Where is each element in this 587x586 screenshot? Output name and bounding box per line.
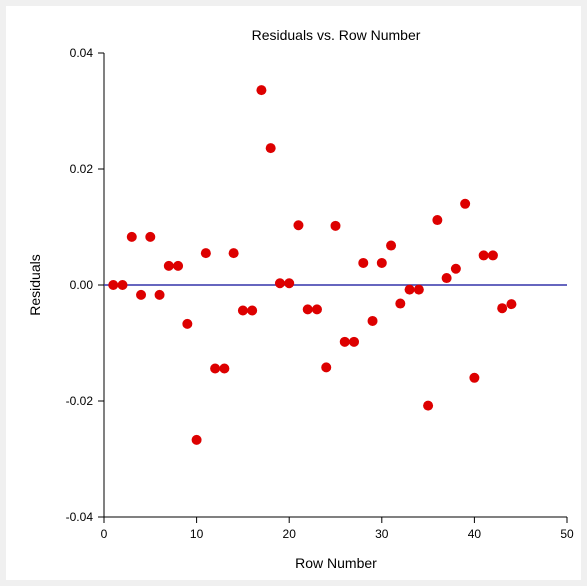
data-point: [460, 198, 471, 209]
data-point: [247, 305, 258, 316]
y-tick-label: -0.04: [66, 510, 94, 524]
data-point: [497, 303, 508, 314]
data-points: [108, 85, 517, 445]
data-point: [487, 250, 498, 261]
data-point: [450, 263, 461, 274]
data-point: [154, 289, 165, 300]
data-point: [423, 400, 434, 411]
data-point: [163, 260, 174, 271]
data-point: [478, 250, 489, 261]
data-point: [293, 220, 304, 231]
chart-panel: [6, 6, 581, 580]
data-point: [210, 363, 221, 374]
y-axis-label: Residuals: [27, 254, 43, 315]
data-point: [274, 278, 285, 289]
x-tick-label: 30: [375, 527, 389, 541]
y-tick-label: 0.00: [70, 278, 94, 292]
data-point: [330, 220, 341, 231]
data-point: [413, 284, 424, 295]
data-point: [265, 143, 276, 154]
data-point: [256, 85, 267, 96]
x-tick-label: 40: [468, 527, 482, 541]
x-tick-label: 0: [101, 527, 108, 541]
data-point: [358, 257, 369, 268]
data-point: [108, 280, 119, 290]
data-point: [219, 363, 230, 374]
chart-title: Residuals vs. Row Number: [252, 27, 421, 43]
data-point: [302, 304, 313, 315]
data-point: [349, 336, 360, 347]
y-tick-label: 0.04: [70, 46, 94, 60]
axes: 0 10 20 30 40 50 -0.04 -0.02 0.00 0.02 0.04: [66, 46, 574, 541]
data-point: [367, 315, 378, 326]
data-point: [284, 278, 295, 289]
data-point: [228, 248, 239, 259]
data-point: [469, 372, 480, 383]
data-point: [321, 362, 332, 373]
data-point: [200, 248, 211, 259]
data-point: [386, 240, 397, 251]
x-tick-label: 50: [560, 527, 574, 541]
data-point: [376, 257, 387, 268]
data-point: [182, 318, 193, 329]
data-point: [506, 299, 517, 310]
data-point: [136, 289, 147, 300]
data-point: [432, 215, 443, 226]
data-point: [404, 284, 415, 295]
x-tick-label: 10: [190, 527, 204, 541]
data-point: [173, 260, 184, 271]
y-tick-label: 0.02: [70, 162, 94, 176]
data-point: [117, 280, 128, 290]
data-point: [237, 305, 248, 316]
y-tick-label: -0.02: [66, 394, 94, 408]
data-point: [339, 336, 350, 347]
data-point: [126, 231, 137, 242]
data-point: [441, 273, 452, 284]
data-point: [191, 434, 202, 445]
x-tick-label: 20: [283, 527, 297, 541]
data-point: [311, 304, 322, 315]
x-axis-label: Row Number: [295, 555, 377, 571]
data-point: [395, 298, 406, 309]
data-point: [145, 231, 156, 242]
